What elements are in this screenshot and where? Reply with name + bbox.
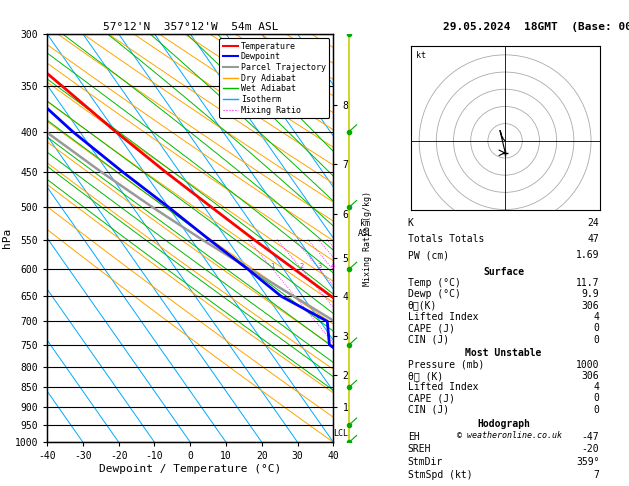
Text: CIN (J): CIN (J) bbox=[408, 335, 449, 345]
Text: 7: 7 bbox=[594, 469, 599, 480]
Text: Most Unstable: Most Unstable bbox=[465, 348, 542, 359]
Text: Dewp (°C): Dewp (°C) bbox=[408, 289, 460, 299]
Text: 2: 2 bbox=[299, 263, 304, 269]
Text: Totals Totals: Totals Totals bbox=[408, 234, 484, 244]
Text: 29.05.2024  18GMT  (Base: 00): 29.05.2024 18GMT (Base: 00) bbox=[443, 21, 629, 32]
Text: PW (cm): PW (cm) bbox=[408, 250, 449, 260]
Text: 306: 306 bbox=[582, 371, 599, 381]
Text: 9.9: 9.9 bbox=[582, 289, 599, 299]
Text: CIN (J): CIN (J) bbox=[408, 405, 449, 415]
Text: StmSpd (kt): StmSpd (kt) bbox=[408, 469, 472, 480]
Text: Surface: Surface bbox=[483, 266, 524, 277]
Text: θᴄ (K): θᴄ (K) bbox=[408, 371, 443, 381]
Text: SREH: SREH bbox=[408, 444, 431, 454]
Text: -47: -47 bbox=[582, 432, 599, 442]
Text: 3: 3 bbox=[318, 263, 321, 269]
Text: -20: -20 bbox=[582, 444, 599, 454]
Text: Lifted Index: Lifted Index bbox=[408, 382, 478, 392]
Text: Pressure (mb): Pressure (mb) bbox=[408, 360, 484, 370]
Text: CAPE (J): CAPE (J) bbox=[408, 393, 455, 403]
Text: 4: 4 bbox=[594, 312, 599, 322]
Text: 1: 1 bbox=[270, 263, 275, 269]
X-axis label: Dewpoint / Temperature (°C): Dewpoint / Temperature (°C) bbox=[99, 464, 281, 474]
Text: 4: 4 bbox=[330, 263, 335, 269]
Text: © weatheronline.co.uk: © weatheronline.co.uk bbox=[457, 431, 562, 440]
Text: StmDir: StmDir bbox=[408, 457, 443, 467]
Text: 1.69: 1.69 bbox=[576, 250, 599, 260]
Text: kt: kt bbox=[416, 52, 426, 60]
Text: 0: 0 bbox=[594, 393, 599, 403]
Text: 57°12'N  357°12'W  54m ASL: 57°12'N 357°12'W 54m ASL bbox=[103, 21, 278, 32]
Text: 4: 4 bbox=[594, 382, 599, 392]
Text: Mixing Ratio (g/kg): Mixing Ratio (g/kg) bbox=[363, 191, 372, 286]
Text: 306: 306 bbox=[582, 301, 599, 311]
Text: Temp (°C): Temp (°C) bbox=[408, 278, 460, 288]
Text: 0: 0 bbox=[594, 323, 599, 333]
Text: 24: 24 bbox=[587, 218, 599, 227]
Text: 0: 0 bbox=[594, 335, 599, 345]
Y-axis label: km
ASL: km ASL bbox=[357, 219, 372, 238]
Text: LCL: LCL bbox=[333, 429, 348, 438]
Text: Hodograph: Hodograph bbox=[477, 419, 530, 429]
Text: K: K bbox=[408, 218, 414, 227]
Text: EH: EH bbox=[408, 432, 420, 442]
Text: 1000: 1000 bbox=[576, 360, 599, 370]
Text: 0: 0 bbox=[594, 405, 599, 415]
Text: 359°: 359° bbox=[576, 457, 599, 467]
Text: Lifted Index: Lifted Index bbox=[408, 312, 478, 322]
Text: θᴄ(K): θᴄ(K) bbox=[408, 301, 437, 311]
Text: 47: 47 bbox=[587, 234, 599, 244]
Legend: Temperature, Dewpoint, Parcel Trajectory, Dry Adiabat, Wet Adiabat, Isotherm, Mi: Temperature, Dewpoint, Parcel Trajectory… bbox=[219, 38, 329, 118]
Text: CAPE (J): CAPE (J) bbox=[408, 323, 455, 333]
Text: 11.7: 11.7 bbox=[576, 278, 599, 288]
Y-axis label: hPa: hPa bbox=[2, 228, 12, 248]
